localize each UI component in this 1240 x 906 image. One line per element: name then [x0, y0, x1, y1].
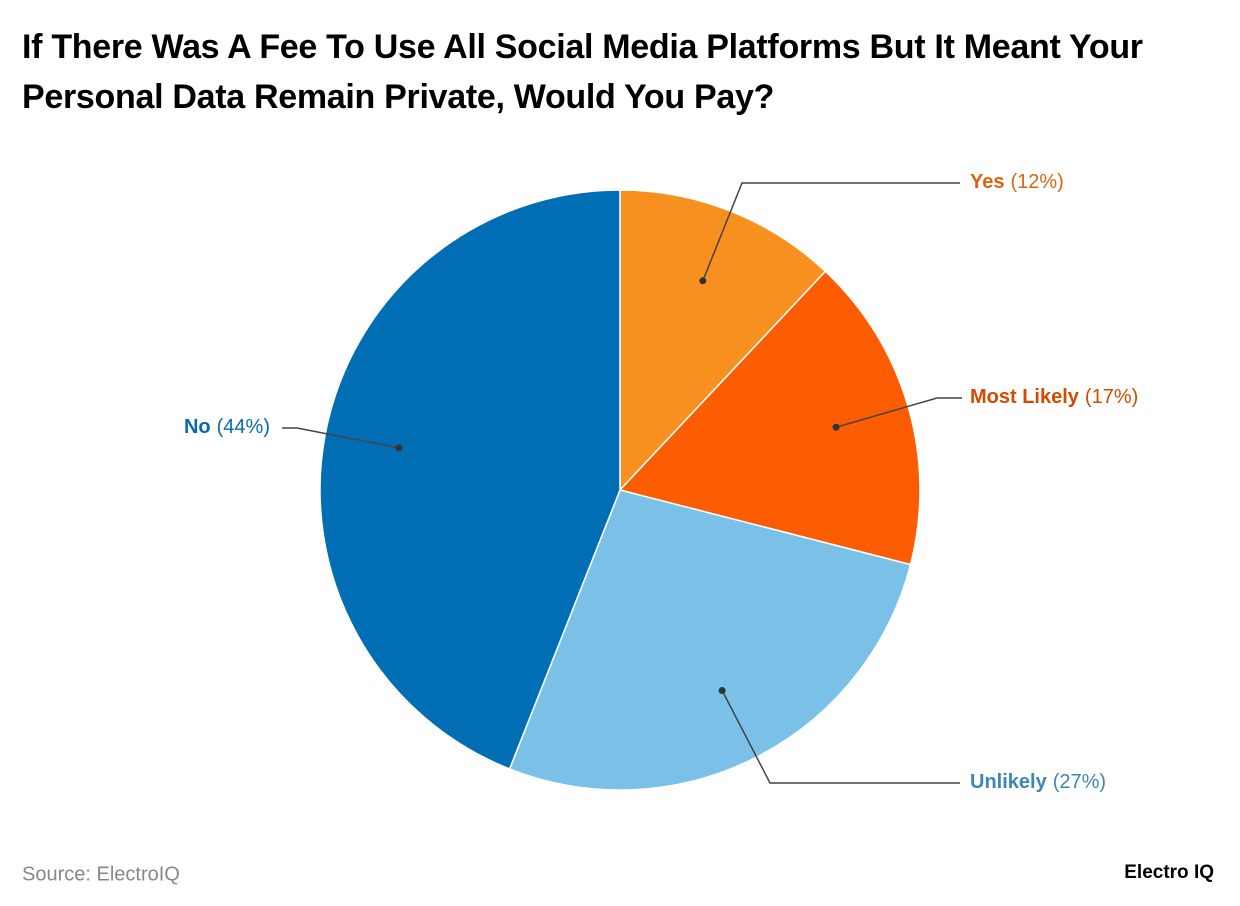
slice-label: Most Likely (17%) — [970, 386, 1138, 408]
slice-label: No (44%) — [184, 416, 270, 438]
slice-label-name: Unlikely — [970, 771, 1048, 793]
leader-line — [835, 397, 962, 428]
slice-label-value: (44%) — [217, 416, 270, 438]
leader-dot — [718, 686, 726, 694]
slice-label: Yes (12%) — [970, 171, 1064, 193]
leader-dot — [395, 444, 403, 452]
leader-line — [282, 427, 400, 449]
leader-line — [721, 690, 960, 784]
slice-label-value: (12%) — [1010, 171, 1063, 193]
slice-label-name: No — [184, 416, 211, 438]
source: Source: ElectroIQ — [22, 863, 180, 885]
leader-dot — [832, 423, 840, 431]
slice-label: Unlikely (27%) — [970, 771, 1106, 793]
chart-title: If There Was A Fee To Use All Social Med… — [22, 28, 1143, 116]
slice-label-value: (17%) — [1085, 386, 1138, 408]
brand-logo: Electro IQ — [1124, 862, 1214, 883]
slice-label-value: (27%) — [1053, 771, 1106, 793]
leader-line — [702, 182, 960, 282]
slice-label-name: Yes — [970, 171, 1004, 193]
leader-dot — [699, 277, 707, 285]
slice-label-name: Most Likely — [970, 386, 1080, 408]
